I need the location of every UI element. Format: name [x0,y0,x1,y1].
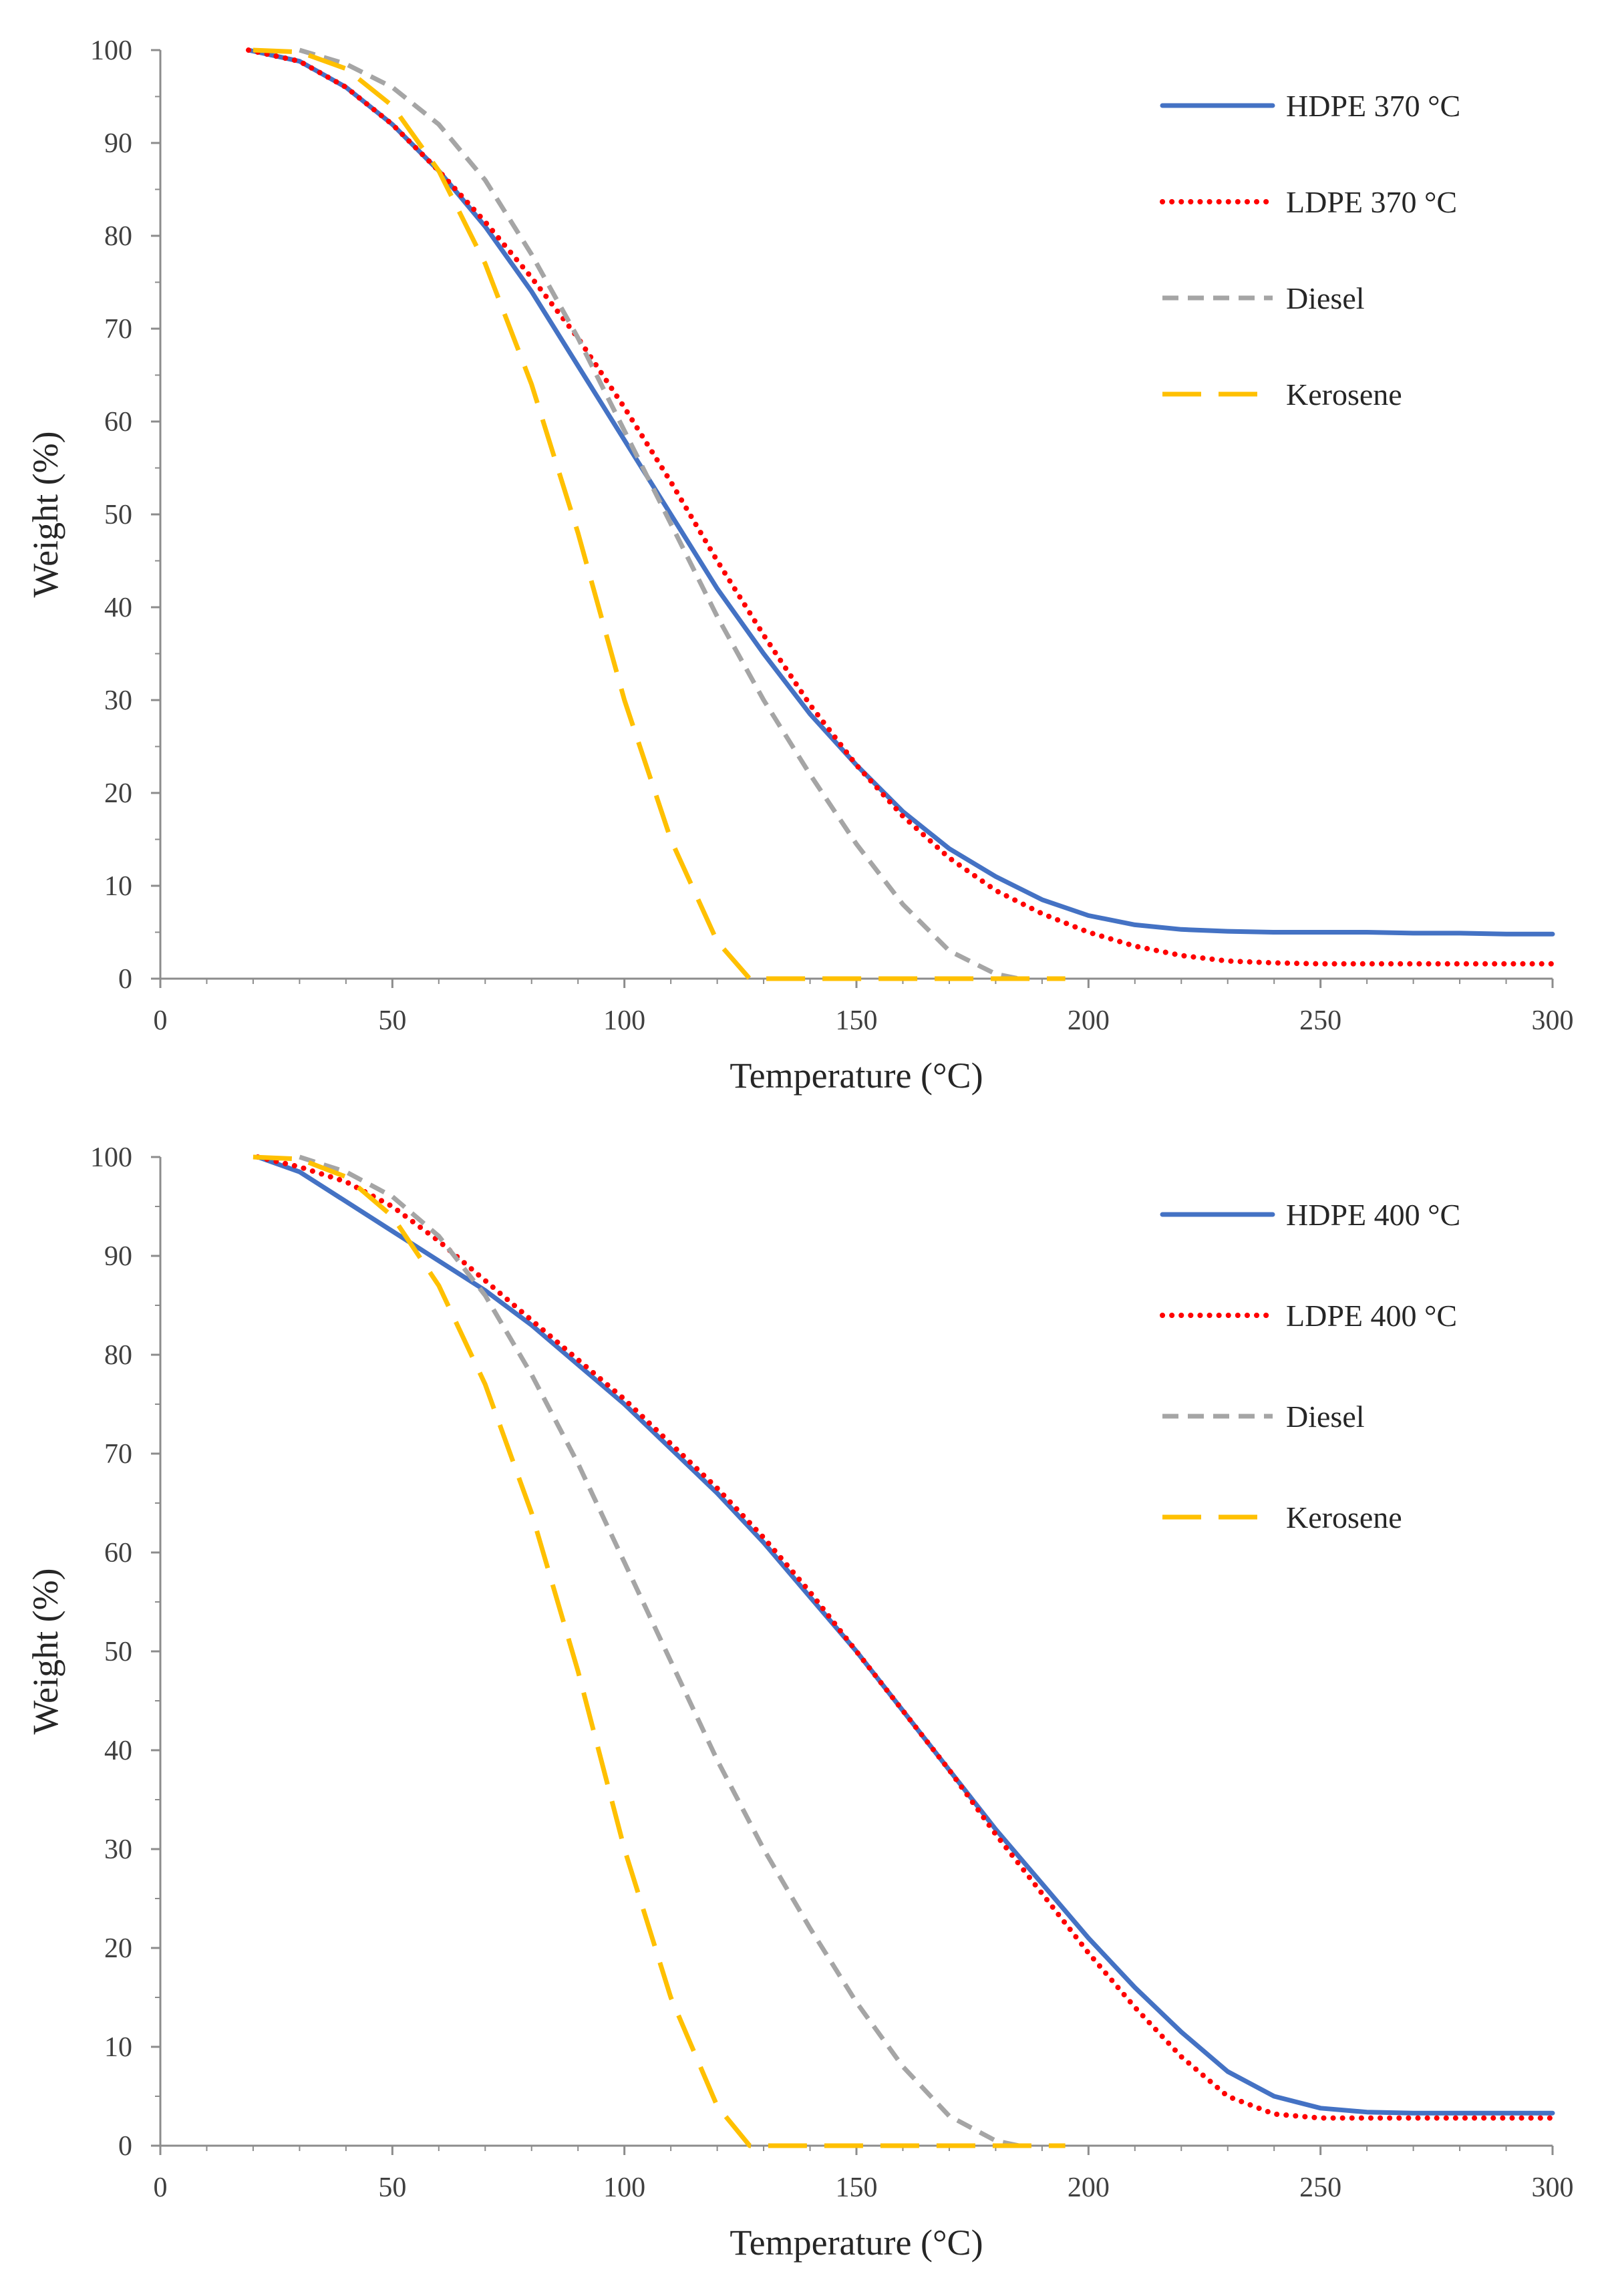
x-tick-label: 50 [378,1005,406,1036]
legend-label: Diesel [1286,1400,1365,1434]
series-line-kerosene [253,47,1066,981]
legend-label: Kerosene [1286,1500,1402,1534]
series-line-hdpe-370-c [246,47,1555,937]
series-line-ldpe-400-c [255,1154,1555,2121]
legend: HDPE 400 °C LDPE 400 °C Diesel Kerosene [1160,1198,1460,1534]
y-tick-label: 60 [104,1538,132,1569]
y-tick-label: 70 [104,314,132,345]
x-tick-label: 200 [1068,1005,1110,1036]
y-tick-label: 90 [104,1241,132,1272]
x-tick-label: 300 [1532,1005,1574,1036]
x-tick-label: 250 [1299,1005,1341,1036]
y-tick-label: 80 [104,221,132,252]
series-line-ldpe-370-c [246,47,1555,967]
x-tick-label: 150 [836,2172,878,2203]
x-tick-label: 0 [154,2172,168,2203]
y-tick-label: 90 [104,128,132,159]
x-tick-label: 200 [1068,2172,1110,2203]
legend-label: HDPE 370 °C [1286,89,1460,123]
x-tick-label: 250 [1299,2172,1341,2203]
legend: HDPE 370 °C LDPE 370 °C Diesel Kerosene [1160,89,1460,412]
y-tick-label: 70 [104,1439,132,1470]
y-tick-label: 100 [90,1142,132,1173]
x-tick-label: 0 [154,1005,168,1036]
y-tick-label: 80 [104,1340,132,1371]
x-axis-title: Temperature (°C) [730,2223,983,2263]
series-line-diesel [299,47,1019,981]
y-tick-label: 50 [104,500,132,530]
y-tick-label: 20 [104,1933,132,1964]
x-tick-label: 150 [836,1005,878,1036]
series-line-kerosene [253,1154,1066,2148]
y-tick-label: 0 [118,2131,132,2162]
x-axis-title: Temperature (°C) [730,1055,983,1096]
legend-label: LDPE 400 °C [1286,1299,1457,1333]
y-axis-title: Weight (%) [25,1568,65,1734]
y-tick-label: 20 [104,778,132,809]
x-tick-label: 50 [378,2172,406,2203]
series-line-diesel [299,1154,1019,2148]
legend-label: HDPE 400 °C [1286,1198,1460,1232]
y-tick-label: 10 [104,871,132,902]
x-tick-label: 100 [603,2172,645,2203]
y-tick-label: 10 [104,2032,132,2063]
y-tick-label: 30 [104,1834,132,1865]
y-tick-label: 0 [118,964,132,995]
x-tick-label: 100 [603,1005,645,1036]
legend-label: LDPE 370 °C [1286,185,1457,219]
chart-1: 0 10 20 30 40 50 60 70 80 90 100 0 50 100 150 200 250 300… [25,35,1574,1096]
y-tick-label: 50 [104,1637,132,1667]
y-tick-label: 100 [90,35,132,66]
x-tick-label: 300 [1532,2172,1574,2203]
y-tick-label: 40 [104,1736,132,1766]
legend-label: Kerosene [1286,377,1402,412]
legend-label: Diesel [1286,281,1365,315]
y-tick-label: 60 [104,407,132,438]
y-tick-label: 40 [104,593,132,623]
y-axis-title: Weight (%) [25,431,65,597]
y-tick-label: 30 [104,685,132,716]
chart-2: 0 10 20 30 40 50 60 70 80 90 100 0 50 100 150 200 250 300… [25,1142,1574,2263]
